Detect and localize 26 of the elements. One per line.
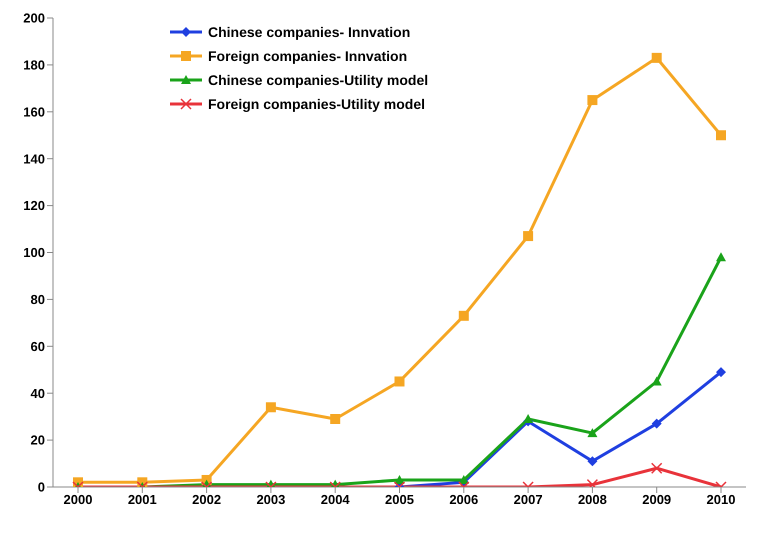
x-tick-label: 2001	[128, 492, 157, 508]
x-tick-label: 2005	[385, 492, 414, 508]
x-tick-label: 2009	[642, 492, 672, 508]
y-tick-label: 200	[23, 10, 45, 26]
x-tick-label: 2008	[578, 492, 607, 508]
legend-label: Foreign companies- Innvation	[208, 48, 408, 64]
y-tick-label: 120	[23, 198, 45, 214]
legend-label: Chinese companies- Innvation	[208, 24, 410, 40]
x-tick-label: 2010	[706, 492, 736, 508]
y-tick-label: 0	[38, 480, 45, 495]
x-tick-label: 2006	[449, 492, 478, 508]
legend-label: Chinese companies-Utility model	[208, 72, 428, 88]
x-tick-label: 2004	[320, 492, 350, 508]
x-tick-label: 2007	[514, 492, 543, 508]
y-tick-label: 40	[30, 386, 45, 401]
y-tick-label: 100	[23, 245, 45, 260]
x-tick-label: 2000	[64, 492, 92, 508]
y-tick-label: 80	[30, 292, 45, 308]
y-tick-label: 60	[30, 338, 45, 354]
x-tick-label: 2003	[256, 492, 286, 508]
x-tick-label: 2002	[192, 492, 222, 508]
y-tick-label: 160	[23, 104, 45, 120]
y-tick-label: 20	[30, 432, 45, 448]
legend-label: Foreign companies-Utility model	[208, 96, 426, 112]
y-tick-label: 140	[23, 151, 45, 166]
y-tick-label: 180	[23, 58, 45, 73]
